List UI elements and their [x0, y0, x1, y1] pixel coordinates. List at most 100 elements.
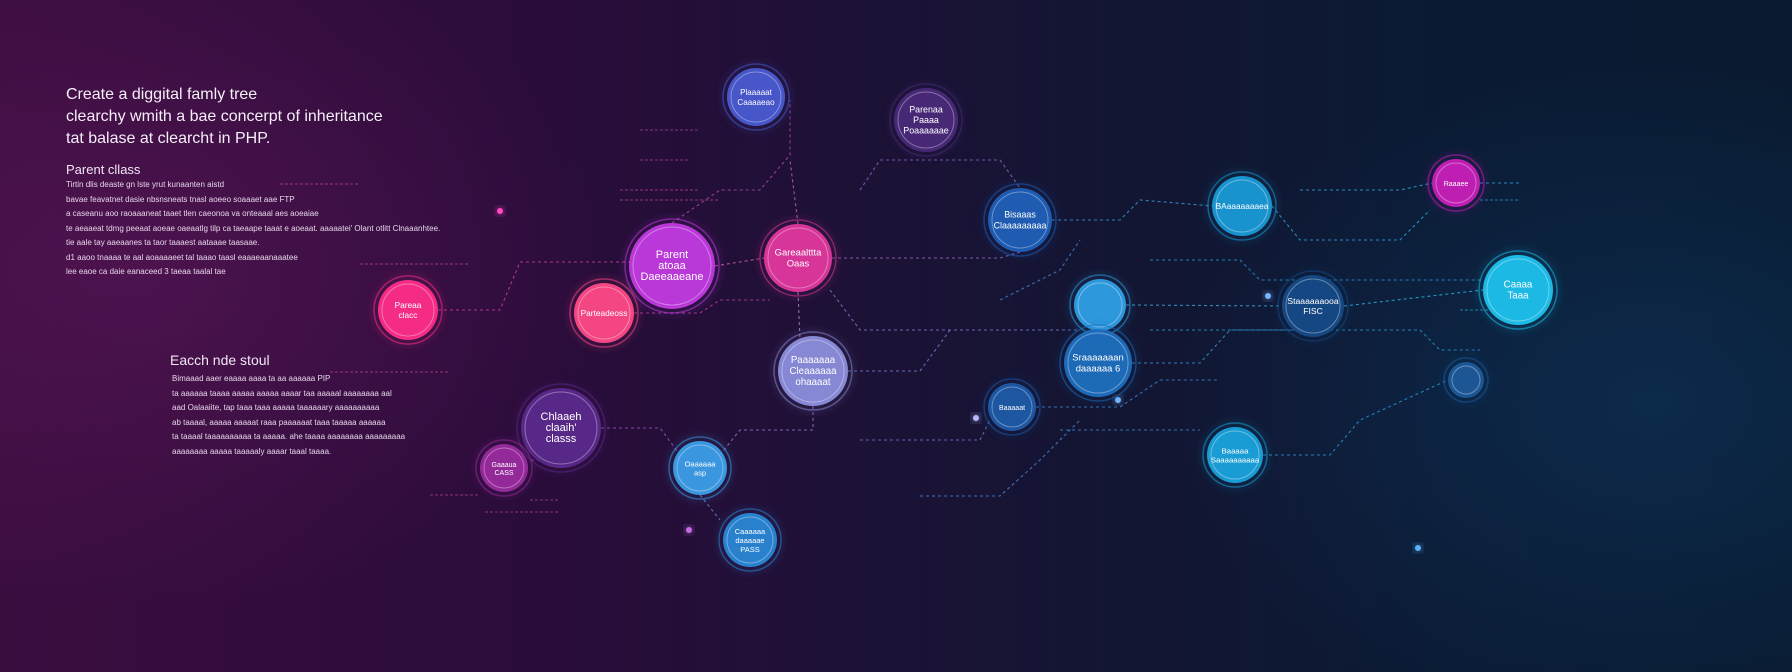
node-label: Cleaaaaaa — [789, 366, 837, 377]
node-label: Parteadeoss — [581, 308, 628, 318]
connector-line — [1150, 259, 1482, 281]
node-label: Claaaaaaaaa — [994, 220, 1047, 230]
node-label: Baaaaa — [1222, 446, 1249, 455]
node-label: Caaaaaa — [735, 527, 766, 536]
node-section-description: Bimaaad aaer eaaaa aaaa ta aa aaaaaa PIP… — [172, 372, 405, 459]
connector-line — [1263, 379, 1449, 456]
node-label: Plaaaaat — [740, 88, 773, 97]
description-line: ab taaaal, aaaaa aaaaat raaa paaaaaat ta… — [172, 417, 386, 427]
node-circle — [521, 388, 601, 468]
node-circle — [723, 513, 777, 567]
connector-line — [920, 419, 1081, 497]
node-circle — [1064, 329, 1132, 397]
connector-line — [1052, 199, 1213, 221]
description-line: tie aale tay aaeaanes ta taor taaaest aa… — [66, 238, 260, 247]
sparkle-dot — [1415, 545, 1421, 551]
class-node[interactable] — [1069, 274, 1131, 336]
sparkle-dot — [973, 415, 979, 421]
intro-heading: Create a diggital famly tree clearchy wm… — [66, 84, 466, 150]
connector-line — [859, 159, 1021, 191]
background-glow-left — [0, 0, 700, 672]
node-circle — [778, 336, 848, 406]
node-circle — [1448, 362, 1484, 398]
node-circle — [1074, 279, 1126, 331]
description-line: lee eaoe ca daie eanaceed 3 taeaa taalal… — [66, 267, 226, 276]
node-label: Poaaaaaae — [903, 126, 948, 136]
description-line: d1 aaoo tnaaaa te aal aoaaaaeet tal taaa… — [66, 252, 298, 262]
description-line: aaaaaaaa aaaaa taaaaaly aaaar taaal taaa… — [172, 446, 332, 456]
class-node[interactable] — [1443, 357, 1489, 403]
node-label: Bisaaas — [1004, 210, 1036, 220]
description-line: aad Oalaaiite, tap taaa taaa aaaaa taaaa… — [172, 403, 380, 412]
node-label: PASS — [740, 545, 759, 554]
node-circle — [988, 383, 1036, 431]
node-label: classs — [546, 433, 577, 445]
node-label: FISC — [1303, 306, 1323, 316]
connector-line — [1150, 329, 1480, 351]
connector-line — [860, 419, 991, 441]
node-label: asp — [694, 469, 706, 478]
node-label: daaaaaa 6 — [1076, 364, 1121, 375]
sparkle-dot — [497, 208, 503, 214]
connector-line — [848, 329, 951, 372]
node-label: Oaaaaaa — [685, 460, 717, 469]
node-circle — [988, 188, 1052, 252]
class-node[interactable]: BAaaaaaaaea — [1207, 171, 1277, 241]
heading-line: Create a diggital famly tree — [66, 86, 258, 103]
node-label: Paaaa — [913, 115, 939, 125]
connector-line — [999, 239, 1081, 301]
connector-line — [1132, 329, 1300, 364]
class-node[interactable]: Raaaee — [1427, 154, 1485, 212]
node-circle — [574, 283, 634, 343]
description-line: te aeaaeat tdmg peeaat aoeae oaeaatlg ti… — [66, 223, 441, 233]
connector-line — [789, 159, 799, 225]
node-circle — [629, 223, 715, 309]
parent-class-title: Parent cllass — [66, 162, 141, 177]
node-label: Paaaaaaa — [791, 355, 836, 366]
connector-line — [1343, 289, 1484, 307]
description-line: ta aaaaaa taaaa aaaaa aaaaa aaaar taa aa… — [172, 388, 392, 398]
node-circle — [480, 444, 528, 492]
node-label: Gareaalttta — [775, 248, 822, 259]
node-label: Caaaa — [1504, 280, 1533, 291]
node-label: Sraaaaaaan — [1072, 353, 1123, 364]
node-label: Gaaaua — [492, 462, 517, 469]
connector-line — [797, 291, 801, 341]
node-label: Chlaaeh — [541, 411, 582, 423]
node-circle — [1432, 159, 1480, 207]
parent-class-description: Tirtin dlis deaste gn lste yrut kunaante… — [66, 178, 440, 280]
description-line: Tirtin dlis deaste gn lste yrut kunaante… — [66, 180, 225, 189]
node-label: Baaaaat — [999, 405, 1025, 412]
sparkle-dot — [1115, 397, 1121, 403]
node-circle — [673, 441, 727, 495]
node-circle — [727, 68, 785, 126]
connector-line — [671, 100, 791, 224]
node-circle — [894, 88, 958, 152]
connector-line — [714, 257, 765, 267]
node-label: Pareaa — [395, 300, 422, 310]
class-node[interactable]: Parteadeoss — [569, 278, 639, 348]
class-node[interactable]: Baaaaat — [983, 378, 1041, 436]
node-circle — [1212, 176, 1272, 236]
node-label: ohaaaat — [795, 377, 830, 388]
node-label: Parent — [656, 249, 688, 261]
sparkle-dot — [686, 527, 692, 533]
connector-line — [438, 261, 630, 311]
node-label: Raaaee — [1444, 181, 1469, 188]
